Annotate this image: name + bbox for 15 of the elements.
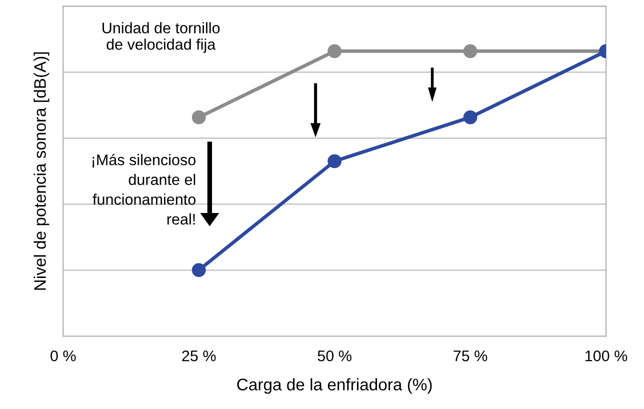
annotation: ¡Más silencioso durante el funcionamiento real! xyxy=(92,154,196,225)
x-axis-title: Carga de la enfriadora (%) xyxy=(237,378,432,394)
x-tick-label: 50 % xyxy=(318,350,352,362)
y-axis-title: Nivel de potencia sonora [dB(A)] xyxy=(34,52,50,290)
point xyxy=(328,44,342,58)
point xyxy=(463,110,478,124)
point xyxy=(192,110,206,124)
x-tick-label: 100 % xyxy=(586,350,628,362)
x-tick-label: 75 % xyxy=(454,350,488,362)
point xyxy=(328,154,342,168)
point xyxy=(463,44,478,58)
x-tick-label: 0 % xyxy=(50,350,76,362)
x-tick-label: 25 % xyxy=(182,350,216,362)
point xyxy=(192,263,206,278)
text: Unidad de tornillo de velocidad fija xyxy=(102,22,220,53)
